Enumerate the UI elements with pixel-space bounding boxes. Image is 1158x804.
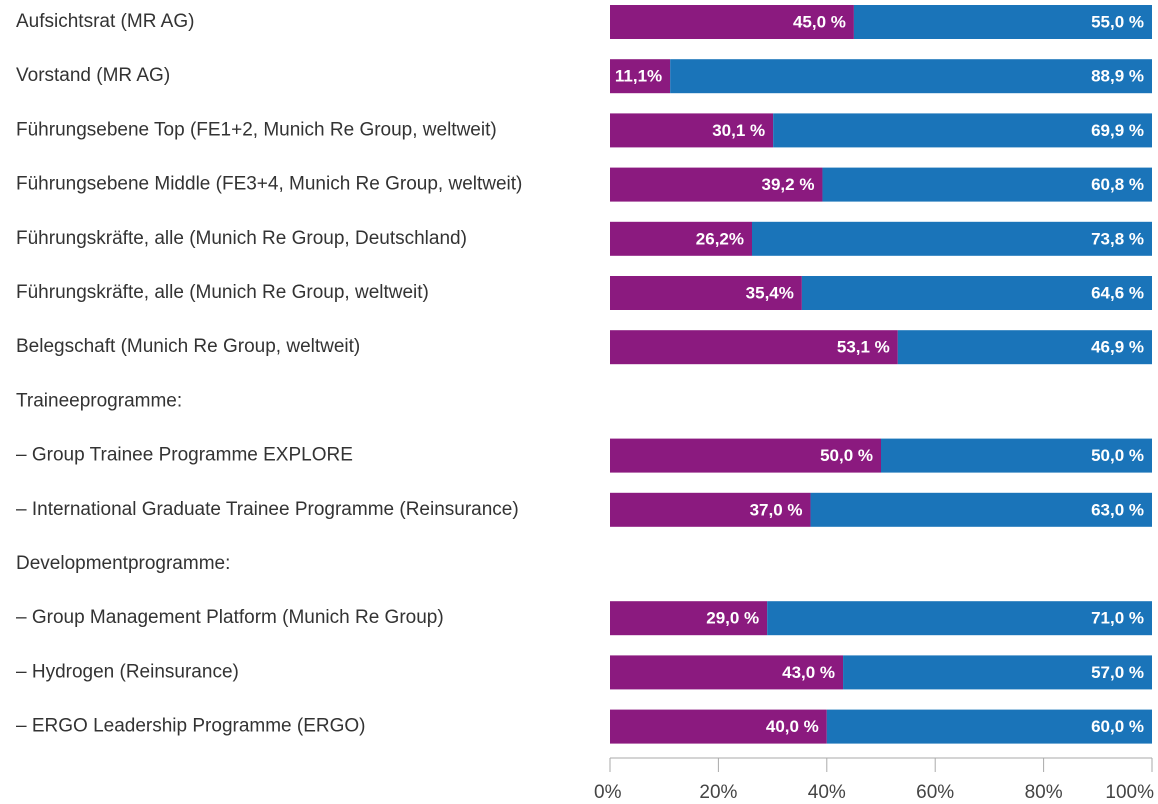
bar-segment — [767, 601, 1152, 636]
bar-segment — [801, 276, 1152, 310]
category-label: Führungsebene Top (FE1+2, Munich Re Grou… — [16, 119, 497, 140]
value-label: 45,0 % — [793, 12, 846, 31]
value-label: 64,6 % — [1091, 283, 1144, 302]
bar-segment — [826, 709, 1152, 744]
bar-segment — [822, 167, 1152, 202]
value-label: 57,0 % — [1091, 663, 1144, 682]
bar-segment — [610, 655, 844, 690]
value-label: 26,2% — [696, 229, 744, 248]
bar-segment — [610, 601, 768, 636]
category-label: Führungskräfte, alle (Munich Re Group, D… — [16, 228, 467, 249]
category-label: – Group Management Platform (Munich Re G… — [16, 607, 444, 628]
category-label: – ERGO Leadership Programme (ERGO) — [16, 716, 366, 737]
value-label: 43,0 % — [782, 663, 835, 682]
bar-segment — [752, 221, 1152, 256]
value-label: 37,0 % — [750, 500, 803, 519]
value-label: 63,0 % — [1091, 500, 1144, 519]
category-label: Developmentprogramme: — [16, 553, 230, 574]
bar-segment — [610, 113, 774, 148]
x-tick-label: 100% — [1105, 782, 1154, 803]
x-tick-label: 40% — [808, 782, 846, 803]
category-label: – International Graduate Trainee Program… — [16, 499, 519, 520]
value-label: 60,8 % — [1091, 175, 1144, 194]
value-label: 50,0 % — [1091, 446, 1144, 465]
value-label: 88,9 % — [1091, 67, 1144, 86]
category-label: Führungskräfte, alle (Munich Re Group, w… — [16, 282, 429, 303]
bar-segment — [610, 709, 827, 744]
category-label: Aufsichtsrat (MR AG) — [16, 11, 194, 32]
category-label: Führungsebene Middle (FE3+4, Munich Re G… — [16, 174, 522, 195]
x-tick-label: 60% — [916, 782, 954, 803]
x-tick-label: 0% — [594, 782, 622, 803]
value-label: 30,1 % — [712, 121, 765, 140]
value-label: 69,9 % — [1091, 121, 1144, 140]
bar-segment — [810, 492, 1152, 527]
value-label: 40,0 % — [766, 717, 819, 736]
category-label: – Group Trainee Programme EXPLORE — [16, 445, 353, 466]
value-label: 11,1% — [615, 67, 662, 86]
category-label: Vorstand (MR AG) — [16, 65, 170, 86]
value-label: 50,0 % — [820, 446, 873, 465]
bar-segment — [853, 5, 1152, 39]
bar-segment — [610, 221, 753, 256]
value-label: 35,4% — [746, 283, 794, 302]
value-label: 53,1 % — [837, 338, 890, 357]
value-label: 29,0 % — [706, 609, 759, 628]
value-label: 46,9 % — [1091, 338, 1144, 357]
bar-segment — [843, 655, 1152, 690]
category-label: Belegschaft (Munich Re Group, weltweit) — [16, 336, 360, 357]
value-label: 55,0 % — [1091, 12, 1144, 31]
bar-segment — [881, 438, 1152, 473]
bar-segment — [610, 438, 881, 473]
bar-segment — [897, 330, 1152, 365]
bar-segment — [670, 59, 1152, 94]
value-label: 39,2 % — [762, 175, 815, 194]
value-label: 60,0 % — [1091, 717, 1144, 736]
bar-segment — [773, 113, 1152, 148]
bar-segment — [610, 276, 802, 310]
category-label: Traineeprogramme: — [16, 390, 182, 411]
bar-segment — [610, 167, 823, 202]
category-label: – Hydrogen (Reinsurance) — [16, 661, 239, 682]
value-label: 71,0 % — [1091, 609, 1144, 628]
value-label: 73,8 % — [1091, 229, 1144, 248]
bar-segment — [610, 492, 811, 527]
bar-segment — [610, 330, 898, 365]
bar-segment — [610, 59, 671, 94]
x-tick-label: 20% — [699, 782, 737, 803]
bar-segment — [610, 5, 854, 39]
x-tick-label: 80% — [1025, 782, 1063, 803]
